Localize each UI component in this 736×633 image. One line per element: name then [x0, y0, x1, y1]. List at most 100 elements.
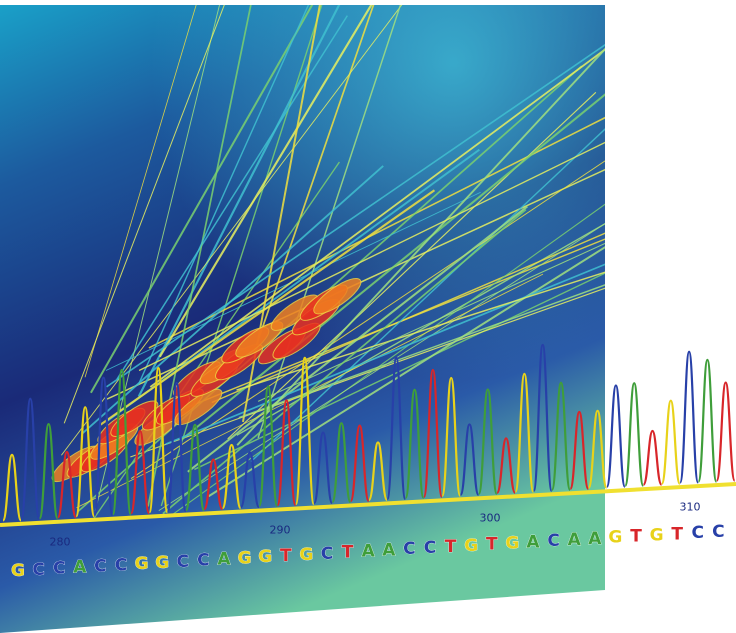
base-letter: G	[155, 553, 169, 573]
base-letter: T	[671, 524, 683, 544]
base-letter: G	[258, 547, 272, 567]
barley-ear	[51, 278, 362, 483]
base-letter: C	[424, 538, 436, 558]
awn	[252, 5, 482, 354]
awn	[179, 50, 605, 442]
peak	[624, 382, 645, 487]
barley-awns	[61, 5, 605, 521]
peak	[349, 424, 370, 503]
spikelet	[110, 400, 159, 437]
base-letter: C	[403, 539, 415, 559]
base-letter: C	[547, 531, 559, 551]
peak	[679, 350, 700, 484]
position-label: 280	[50, 536, 71, 549]
awn	[90, 5, 421, 394]
awn	[170, 198, 605, 517]
base-letter: T	[630, 527, 642, 547]
peak	[294, 356, 315, 506]
peak	[111, 368, 132, 516]
base-letter: C	[177, 552, 189, 572]
base-letter: G	[238, 548, 252, 568]
awn	[158, 5, 462, 358]
awn	[137, 5, 385, 386]
peak	[386, 356, 407, 501]
peak	[404, 388, 425, 500]
peak	[642, 429, 663, 486]
awn	[92, 161, 340, 521]
awn	[137, 5, 371, 398]
base-letter: A	[362, 541, 376, 561]
base-letter: G	[299, 545, 313, 565]
peak	[660, 399, 681, 485]
peak	[422, 368, 443, 498]
position-label: 310	[680, 501, 701, 514]
peak	[313, 431, 334, 505]
awn	[116, 15, 348, 380]
peak	[715, 381, 736, 482]
peak	[459, 423, 480, 496]
peak	[514, 372, 535, 493]
awn	[148, 91, 605, 349]
awn	[149, 5, 605, 388]
peak	[697, 358, 718, 483]
awn	[194, 126, 605, 471]
base-letter: C	[94, 556, 106, 576]
base-letter: A	[382, 540, 396, 560]
awn	[63, 5, 329, 424]
peak	[130, 430, 151, 515]
base-letter: G	[650, 525, 664, 545]
peak	[166, 381, 187, 513]
base-letter: C	[712, 522, 724, 542]
base-letter: G	[505, 533, 519, 553]
base-letter: A	[73, 558, 87, 578]
peak	[203, 458, 224, 511]
awn	[236, 115, 605, 436]
awn	[241, 5, 363, 423]
peak	[477, 388, 498, 495]
base-letter: A	[588, 529, 602, 549]
peak	[1, 453, 23, 522]
base-letter: G	[608, 528, 622, 548]
chromatogram	[1, 343, 736, 522]
awn	[138, 133, 605, 372]
base-letter: G	[464, 536, 478, 556]
base-letter: C	[321, 544, 333, 564]
awn	[238, 258, 605, 419]
peak	[38, 423, 59, 520]
base-letter: C	[692, 523, 704, 543]
peak	[605, 384, 626, 488]
awn	[236, 5, 605, 446]
peak	[93, 376, 114, 517]
baseline	[0, 482, 736, 527]
awn	[236, 222, 605, 391]
awn	[94, 5, 284, 512]
base-letter: T	[280, 546, 292, 566]
position-label: 300	[480, 512, 501, 525]
peak	[550, 381, 572, 491]
spikelet	[313, 278, 362, 315]
peak	[569, 410, 590, 490]
base-letter: C	[197, 551, 209, 571]
awn	[162, 208, 527, 515]
peak	[276, 399, 297, 507]
peak	[258, 385, 279, 508]
awn	[158, 188, 605, 512]
peak	[56, 450, 77, 519]
peak	[367, 441, 389, 502]
base-letter: C	[53, 559, 65, 579]
peak	[184, 423, 206, 512]
awn	[130, 79, 605, 479]
spikelet	[174, 388, 223, 426]
peak	[148, 367, 169, 514]
awn	[187, 205, 528, 473]
peak	[496, 437, 517, 494]
awn	[130, 198, 605, 458]
base-letter: A	[526, 532, 540, 552]
awn	[227, 91, 597, 440]
base-letter: C	[115, 555, 127, 575]
awn	[106, 5, 605, 388]
awn	[211, 208, 605, 404]
position-label: 290	[270, 523, 291, 536]
